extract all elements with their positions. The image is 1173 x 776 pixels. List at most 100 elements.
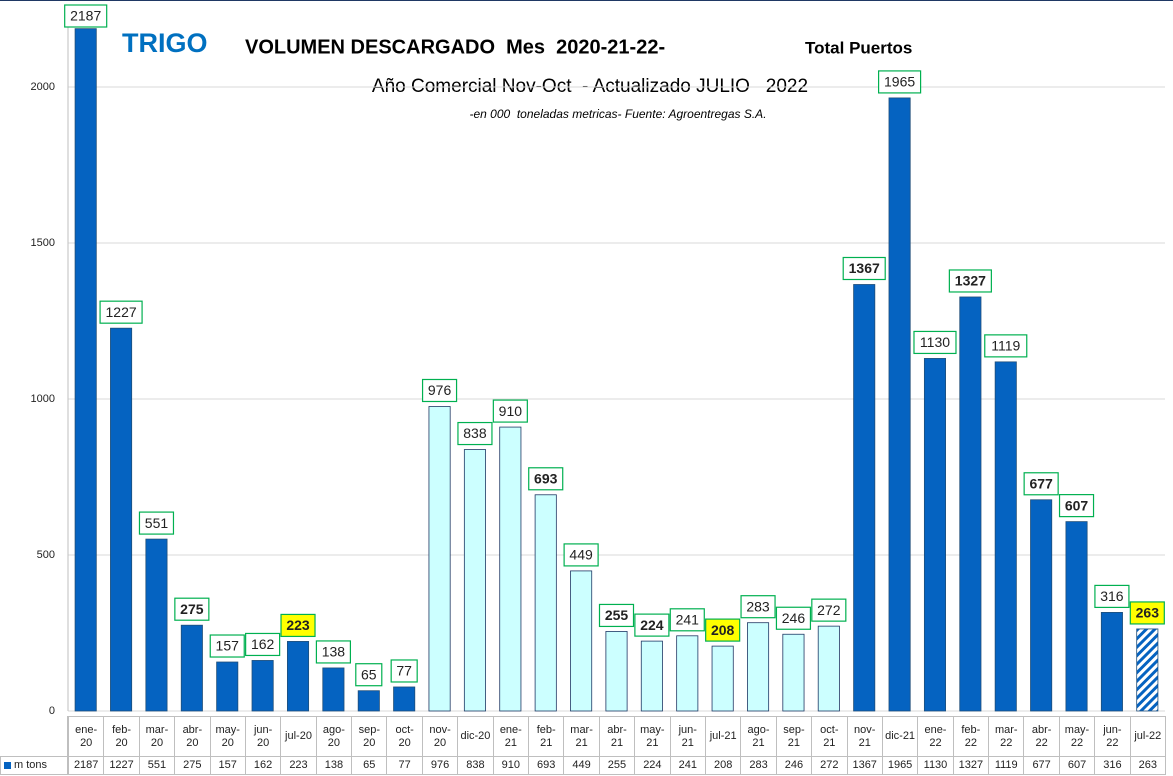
bar [959,296,982,712]
data-label-box [669,608,705,632]
data-label-box [775,606,812,630]
table-value: 1227 [103,756,140,775]
table-value: 162 [244,756,282,775]
y-tick-label: 0 [49,705,55,717]
bar [110,327,133,712]
x-tick-label: may-21 [634,716,671,757]
data-label: 241 [676,612,700,628]
data-label-box [1129,601,1165,625]
data-label: 77 [396,663,412,679]
x-tick-label: dic-20 [457,716,494,757]
data-label-box [64,4,108,28]
chart-note: -en 000 toneladas metricas- Fuente: Agro… [469,107,766,121]
bar [605,631,628,712]
data-label: 272 [817,602,841,618]
x-tick-label: oct-20 [386,716,423,757]
table-corner [0,716,68,757]
data-label-box [457,421,493,446]
table-value: 2187 [68,756,105,775]
legend-label: m tons [14,759,48,771]
data-label-box [315,640,352,664]
bar [853,284,876,712]
bar [393,686,416,712]
data-label: 1130 [920,334,950,350]
x-tick-label: jun-21 [669,716,706,757]
data-label: 551 [145,515,169,531]
data-label-box [811,598,847,622]
bar [711,645,734,712]
bar [888,97,911,712]
x-tick-label: nov-20 [421,716,459,757]
bar [428,406,451,712]
table-value: 138 [315,756,353,775]
data-label-box [598,603,635,628]
data-label-box [1094,584,1130,609]
chart-title-rest: VOLUMEN DESCARGADO Mes 2020-21-22- [245,36,665,58]
bar [817,625,840,712]
x-tick-label: ago-21 [740,716,777,757]
data-label: 838 [463,425,487,441]
data-label-box [877,70,922,94]
bar [74,28,97,712]
table-value: 272 [811,756,848,775]
table-value: 1119 [988,756,1025,775]
x-tick-label: mar-22 [988,716,1025,757]
data-label-box [634,613,670,637]
x-tick-label: may-20 [209,716,246,757]
bar [251,660,274,712]
data-label: 138 [322,644,346,660]
data-label-box [1058,494,1095,518]
data-label: 223 [286,617,310,633]
data-label: 162 [251,636,275,652]
x-tick-label: jun-20 [244,716,282,757]
x-tick-label: abr-22 [1023,716,1060,757]
data-label: 255 [605,607,629,623]
table-value: 157 [209,756,246,775]
bar [145,538,168,712]
data-label: 1327 [955,273,986,289]
data-label: 693 [534,470,558,486]
x-tick-label: ene-22 [917,716,954,757]
table-value: 449 [563,756,600,775]
table-value: 246 [775,756,813,775]
data-label-box [563,543,599,567]
x-tick-label: feb-20 [103,716,140,757]
x-tick-label: may-22 [1058,716,1096,757]
data-label: 1119 [991,338,1020,354]
bar [1136,628,1159,712]
table-value: 677 [1023,756,1060,775]
table-value: 65 [351,756,388,775]
y-tick-label: 1500 [31,237,55,249]
data-label: 316 [1100,588,1124,604]
x-tick-label: sep-21 [775,716,813,757]
data-label: 208 [711,622,735,638]
data-label: 157 [216,638,240,654]
data-label: 449 [569,547,593,563]
data-label: 1367 [849,260,880,276]
table-value: 910 [492,756,530,775]
data-label-box [1023,472,1059,496]
x-tick-label: jun-22 [1094,716,1131,757]
bar [357,690,380,712]
x-tick-label: mar-21 [563,716,600,757]
bar [640,640,663,712]
table-row-header: m tons [0,756,68,775]
data-label: 910 [499,403,523,419]
table-value: 241 [669,756,706,775]
x-tick-label: oct-21 [811,716,848,757]
data-label-box [355,663,383,687]
data-label: 677 [1029,475,1053,491]
data-label: 2187 [70,8,101,24]
data-label-box [138,511,175,535]
data-label-box [99,300,143,324]
x-tick-label: nov-21 [846,716,883,757]
x-tick-label: jul-21 [704,716,742,757]
x-tick-label: ago-20 [315,716,353,757]
table-value: 976 [421,756,459,775]
table-value: 208 [704,756,742,775]
y-tick-label: 500 [37,549,55,561]
bar [463,449,486,712]
data-label-box [842,256,886,281]
data-label-box [948,269,992,293]
x-tick-label: abr-20 [174,716,211,757]
